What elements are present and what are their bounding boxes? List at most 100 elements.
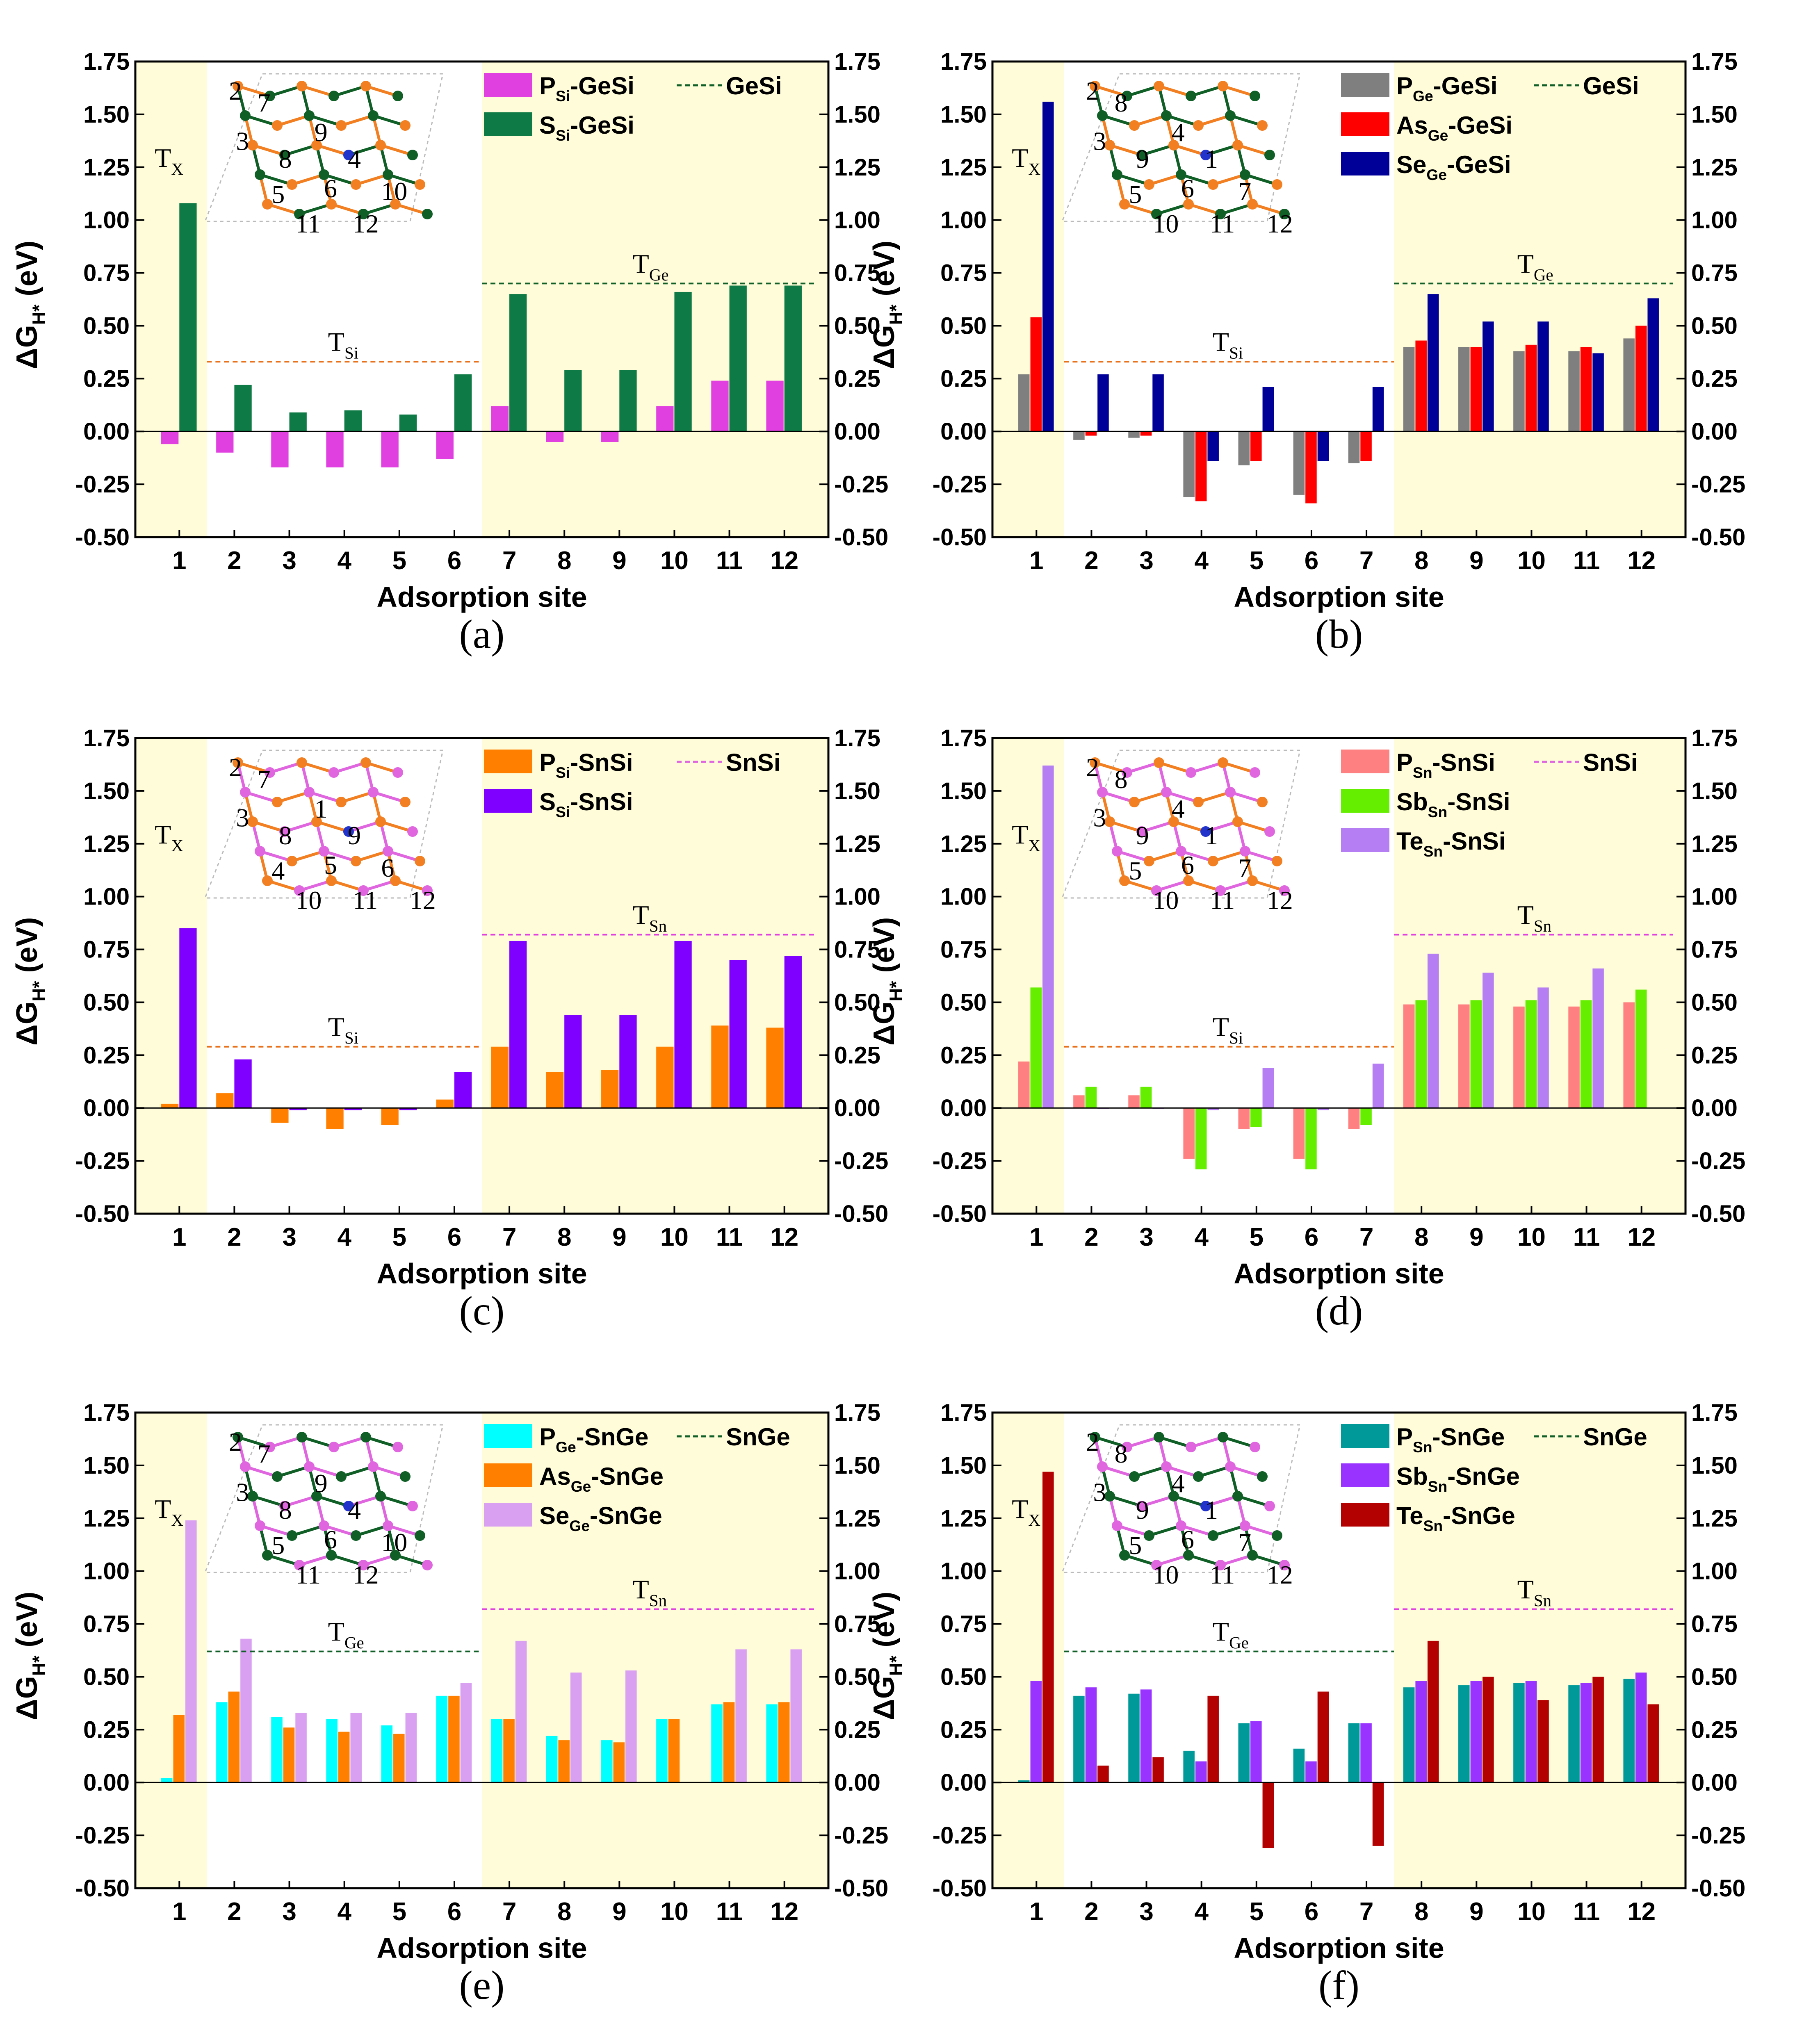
y-tick-label: -0.25 bbox=[75, 471, 130, 498]
y-tick-label: 1.25 bbox=[83, 831, 130, 857]
structure-site-label: 8 bbox=[279, 144, 292, 173]
y-tick-label: 0.00 bbox=[940, 418, 987, 445]
y-tick-label: 0.75 bbox=[1691, 937, 1738, 963]
legend-label: SSi-GeSi bbox=[539, 112, 634, 144]
bar bbox=[1592, 1677, 1604, 1783]
bar bbox=[656, 1719, 668, 1783]
y-tick-label: 0.50 bbox=[834, 1663, 880, 1690]
structure-atom bbox=[311, 816, 322, 827]
y-tick-label: 0.50 bbox=[834, 312, 880, 339]
bar bbox=[668, 1719, 680, 1783]
bar bbox=[185, 1520, 197, 1783]
structure-atom bbox=[255, 169, 265, 180]
y-tick-label: -0.25 bbox=[1691, 1822, 1745, 1849]
bar bbox=[1085, 1687, 1097, 1783]
structure-atom bbox=[415, 856, 425, 866]
plot-frame bbox=[991, 1411, 1687, 1889]
structure-atom bbox=[279, 826, 290, 837]
panel-c: TX TSi TSn -0.50 -0.50 -0.25 -0.25 0.00 0.00 0.25… bbox=[11, 725, 888, 1333]
structure-bond bbox=[244, 1465, 278, 1478]
structure-bond bbox=[252, 820, 285, 833]
bar bbox=[601, 431, 619, 442]
x-tick-label: 2 bbox=[227, 1898, 241, 1926]
y-tick-label: 1.25 bbox=[834, 1505, 880, 1532]
bar bbox=[711, 1704, 723, 1783]
structure-bond bbox=[1134, 114, 1167, 127]
structure-bond bbox=[1148, 1524, 1182, 1537]
bar bbox=[1293, 1748, 1305, 1783]
structure-site-label: 12 bbox=[353, 1560, 379, 1589]
y-tick-label: 0.50 bbox=[834, 989, 880, 1016]
structure-atom bbox=[1161, 787, 1172, 798]
structure-site-label: 6 bbox=[1181, 1525, 1194, 1554]
structure-atom bbox=[392, 767, 403, 778]
structure-site-label: 7 bbox=[1238, 1528, 1251, 1557]
y-tick-label: 1.25 bbox=[1691, 154, 1738, 181]
y-tick-label: -0.50 bbox=[933, 524, 987, 551]
bar bbox=[350, 1713, 362, 1783]
bar bbox=[1195, 1761, 1207, 1783]
structure-bond bbox=[267, 879, 300, 892]
bar bbox=[564, 1015, 582, 1108]
bar bbox=[1348, 431, 1360, 463]
structure-site-label: 11 bbox=[1210, 886, 1235, 915]
structure-atom bbox=[351, 1530, 361, 1541]
legend-label: SbSn-SnSi bbox=[1396, 788, 1510, 820]
bar bbox=[228, 1691, 240, 1783]
bar bbox=[1470, 347, 1482, 432]
y-tick-label: 0.50 bbox=[1691, 1663, 1738, 1690]
y-tick-label: 0.75 bbox=[83, 1611, 130, 1638]
x-tick-label: 5 bbox=[1250, 1223, 1264, 1251]
structure-site-label: 1 bbox=[315, 794, 328, 823]
structure-atom bbox=[407, 826, 418, 837]
structure-site-label: 12 bbox=[1267, 1560, 1293, 1589]
structure-cell-outline bbox=[1061, 750, 1301, 899]
structure-atom bbox=[1154, 81, 1164, 91]
structure-atom bbox=[422, 885, 433, 896]
x-tick-label: 7 bbox=[502, 1898, 516, 1926]
structure-inset: 2 73 894 5 6 10 11 12 bbox=[204, 73, 444, 238]
panel-caption: (d) bbox=[1315, 1288, 1363, 1333]
structure-atom bbox=[1104, 1491, 1115, 1502]
panel-caption: (b) bbox=[1315, 611, 1363, 657]
legend-swatch bbox=[1341, 112, 1389, 136]
bar bbox=[1470, 1681, 1482, 1783]
legend-swatch bbox=[1341, 828, 1389, 852]
y-tick-label: 0.50 bbox=[940, 1663, 987, 1690]
structure-atom bbox=[383, 846, 393, 857]
legend-swatch bbox=[484, 1463, 532, 1487]
bar bbox=[790, 1649, 802, 1783]
structure-bond bbox=[1229, 791, 1263, 804]
legend-host-label: SnGe bbox=[1583, 1423, 1647, 1451]
y-tick-label: 1.00 bbox=[1691, 884, 1738, 910]
legend-label: SbSn-SnGe bbox=[1396, 1463, 1520, 1495]
structure-site-label: 9 bbox=[1136, 821, 1149, 850]
y-tick-label: -0.50 bbox=[75, 524, 130, 551]
plot-frame bbox=[134, 60, 830, 538]
structure-bond bbox=[1212, 173, 1246, 186]
structure-bond bbox=[355, 1524, 389, 1537]
bar bbox=[1085, 431, 1097, 436]
structure-bond bbox=[237, 1436, 271, 1449]
structure-bond bbox=[267, 203, 300, 216]
structure-atom bbox=[1119, 1550, 1130, 1561]
legend-swatch bbox=[484, 789, 532, 813]
structure-site-label: 4 bbox=[1172, 1469, 1185, 1498]
y-tick-label: 0.00 bbox=[1691, 418, 1738, 445]
structure-atom bbox=[319, 169, 329, 180]
structure-bond bbox=[1126, 1436, 1160, 1449]
structure-bond bbox=[1237, 144, 1270, 157]
bar bbox=[1372, 387, 1384, 432]
bar bbox=[338, 1732, 350, 1783]
y-tick-label: 1.50 bbox=[83, 101, 130, 128]
plot-frame bbox=[991, 60, 1687, 538]
y-tick-label: 0.25 bbox=[940, 365, 987, 392]
region-label: TSi bbox=[328, 327, 358, 362]
y-tick-label: 1.00 bbox=[83, 884, 130, 910]
bar bbox=[1262, 1068, 1274, 1108]
bar bbox=[1042, 101, 1054, 432]
region-band bbox=[482, 738, 828, 1214]
bar bbox=[1513, 351, 1525, 432]
structure-bond bbox=[1124, 203, 1157, 216]
structure-bond bbox=[372, 114, 406, 127]
